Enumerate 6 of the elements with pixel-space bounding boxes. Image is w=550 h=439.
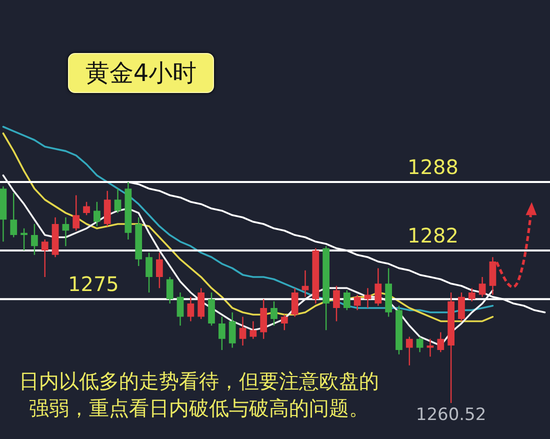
title: 黄金4小时 xyxy=(68,53,214,93)
annotation: 日内以低多的走势看待，但要注意欧盘的强弱，重点看日内破低与破高的问题。 xyxy=(18,368,380,422)
annotation: 1288 xyxy=(408,155,458,179)
annotation: 1260.52 xyxy=(416,405,486,425)
annotation: 1282 xyxy=(408,224,458,248)
annotation: 1275 xyxy=(68,272,119,296)
